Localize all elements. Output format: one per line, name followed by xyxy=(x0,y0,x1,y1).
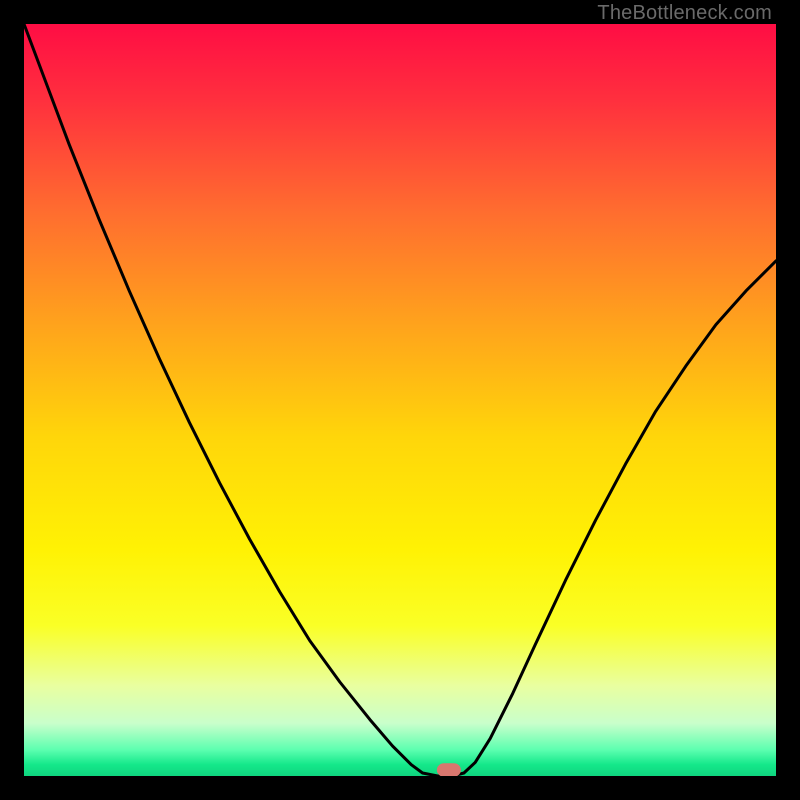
bottleneck-curve xyxy=(24,24,776,776)
chart-frame: TheBottleneck.com xyxy=(0,0,800,800)
plot-area xyxy=(24,24,776,776)
watermark-text: TheBottleneck.com xyxy=(597,2,772,25)
